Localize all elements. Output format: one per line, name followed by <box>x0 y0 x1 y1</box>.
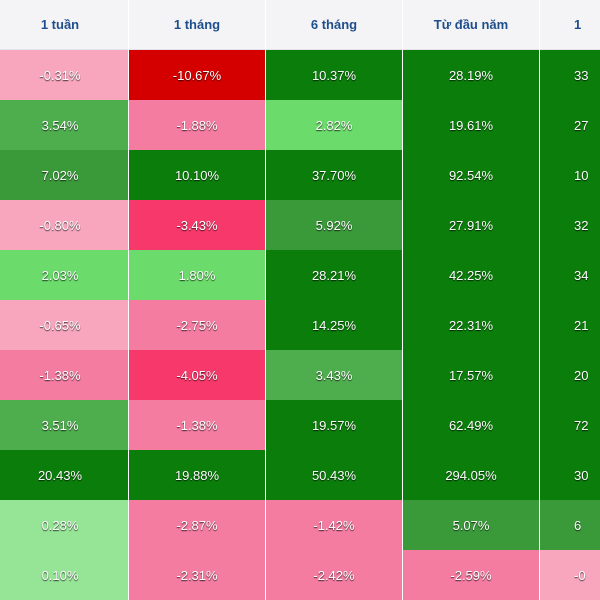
cell-1-year: 6 <box>540 500 600 550</box>
cell-1-week: 20.43% <box>0 450 128 500</box>
table-row: 0.10% -2.31% -2.42% -2.59% -0 <box>0 550 600 600</box>
table-row: 3.54% -1.88% 2.82% 19.61% 27 <box>0 100 600 150</box>
cell-1-month: -1.38% <box>129 400 265 450</box>
cell-1-year: 21 <box>540 300 600 350</box>
cell-1-year: 34 <box>540 250 600 300</box>
cell-1-week: -0.65% <box>0 300 128 350</box>
cell-1-week: -1.38% <box>0 350 128 400</box>
cell-1-week: 3.54% <box>0 100 128 150</box>
cell-1-year: 72 <box>540 400 600 450</box>
table-row: 2.03% 1.80% 28.21% 42.25% 34 <box>0 250 600 300</box>
cell-1-year: 27 <box>540 100 600 150</box>
cell-1-year: 32 <box>540 200 600 250</box>
cell-1-month: -4.05% <box>129 350 265 400</box>
cell-6-months: -2.42% <box>266 550 402 600</box>
cell-1-month: 1.80% <box>129 250 265 300</box>
cell-6-months: 3.43% <box>266 350 402 400</box>
column-header-1-year[interactable]: 1 <box>540 0 600 50</box>
cell-6-months: 2.82% <box>266 100 402 150</box>
table-header-row: 1 tuần 1 tháng 6 tháng Từ đầu năm 1 <box>0 0 600 50</box>
cell-1-week: 2.03% <box>0 250 128 300</box>
cell-1-week: 3.51% <box>0 400 128 450</box>
cell-ytd: 92.54% <box>403 150 539 200</box>
cell-ytd: 62.49% <box>403 400 539 450</box>
table-row: -1.38% -4.05% 3.43% 17.57% 20 <box>0 350 600 400</box>
table-row: 20.43% 19.88% 50.43% 294.05% 30 <box>0 450 600 500</box>
cell-1-year: 20 <box>540 350 600 400</box>
cell-ytd: 17.57% <box>403 350 539 400</box>
cell-ytd: 22.31% <box>403 300 539 350</box>
cell-ytd: 42.25% <box>403 250 539 300</box>
table-row: -0.31% -10.67% 10.37% 28.19% 33 <box>0 50 600 100</box>
cell-1-year: 10 <box>540 150 600 200</box>
cell-6-months: 14.25% <box>266 300 402 350</box>
cell-ytd: 28.19% <box>403 50 539 100</box>
cell-1-year: 33 <box>540 50 600 100</box>
cell-ytd: 5.07% <box>403 500 539 550</box>
cell-1-week: 0.28% <box>0 500 128 550</box>
cell-6-months: 37.70% <box>266 150 402 200</box>
cell-1-week: 7.02% <box>0 150 128 200</box>
column-header-1-week[interactable]: 1 tuần <box>0 0 128 50</box>
cell-ytd: 294.05% <box>403 450 539 500</box>
cell-1-month: 19.88% <box>129 450 265 500</box>
cell-6-months: 5.92% <box>266 200 402 250</box>
cell-1-month: -2.87% <box>129 500 265 550</box>
cell-6-months: 50.43% <box>266 450 402 500</box>
cell-1-month: -1.88% <box>129 100 265 150</box>
table-row: 0.28% -2.87% -1.42% 5.07% 6 <box>0 500 600 550</box>
table-row: 3.51% -1.38% 19.57% 62.49% 72 <box>0 400 600 450</box>
cell-1-month: -2.75% <box>129 300 265 350</box>
cell-6-months: 10.37% <box>266 50 402 100</box>
cell-6-months: 28.21% <box>266 250 402 300</box>
column-header-1-month[interactable]: 1 tháng <box>129 0 265 50</box>
cell-1-week: -0.31% <box>0 50 128 100</box>
column-header-ytd[interactable]: Từ đầu năm <box>403 0 539 50</box>
table-row: -0.80% -3.43% 5.92% 27.91% 32 <box>0 200 600 250</box>
cell-1-month: -3.43% <box>129 200 265 250</box>
cell-1-week: -0.80% <box>0 200 128 250</box>
column-header-6-months[interactable]: 6 tháng <box>266 0 402 50</box>
cell-1-year: 30 <box>540 450 600 500</box>
table-row: 7.02% 10.10% 37.70% 92.54% 10 <box>0 150 600 200</box>
cell-6-months: -1.42% <box>266 500 402 550</box>
cell-1-month: 10.10% <box>129 150 265 200</box>
cell-1-month: -2.31% <box>129 550 265 600</box>
cell-ytd: -2.59% <box>403 550 539 600</box>
cell-ytd: 27.91% <box>403 200 539 250</box>
table-row: -0.65% -2.75% 14.25% 22.31% 21 <box>0 300 600 350</box>
cell-1-year: -0 <box>540 550 600 600</box>
cell-ytd: 19.61% <box>403 100 539 150</box>
cell-1-week: 0.10% <box>0 550 128 600</box>
cell-1-month: -10.67% <box>129 50 265 100</box>
cell-6-months: 19.57% <box>266 400 402 450</box>
